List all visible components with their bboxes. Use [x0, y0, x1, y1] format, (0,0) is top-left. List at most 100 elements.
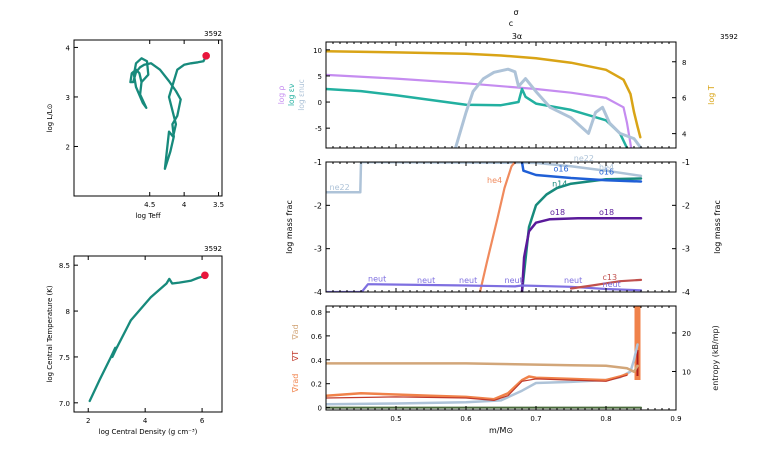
top-plot-area — [326, 50, 643, 148]
top-series-line — [326, 87, 629, 148]
abundance-line — [569, 278, 643, 290]
mid-plot-area — [326, 162, 643, 292]
abundance-line — [326, 162, 643, 194]
hr-current-point — [202, 52, 210, 60]
top-ytick-label-right: 6 — [682, 95, 687, 103]
hr-diagram: 4.5 4 3.5 2 3 4 log Teff log L/L⊙ — [46, 39, 224, 220]
abundance-line — [326, 283, 643, 292]
bot-ytick-label-right: 20 — [682, 330, 691, 338]
top-frame — [325, 41, 677, 149]
abundance-label: o18 — [550, 208, 565, 217]
hr-ytick-label: 4 — [66, 44, 71, 52]
bot-ytick-label: 0.6 — [311, 333, 323, 341]
bot-ytick-label: 0.4 — [311, 357, 323, 365]
bot-plot-area — [326, 306, 642, 409]
top-ytick-label: 0 — [318, 99, 322, 107]
abundance-label: ne22 — [330, 183, 350, 192]
profile-model-number: 3592 — [720, 33, 738, 41]
hr-xtick-label: 4 — [182, 201, 187, 209]
gradient-line — [326, 374, 628, 401]
hr-xlabel: log Teff — [135, 212, 160, 220]
center-frame — [73, 255, 223, 413]
center-plot-area — [88, 274, 207, 403]
bot-xlabel: m/M⊙ — [489, 426, 513, 435]
abundance-label: neut — [505, 276, 523, 285]
abundance-label: neut — [368, 275, 386, 284]
bot-xtick-label: 0.8 — [600, 415, 611, 423]
mid-ytick-label-right: -1 — [682, 158, 690, 167]
mid-ylabel-right: log mass frac — [713, 200, 722, 254]
abundance-label: n14 — [552, 180, 567, 189]
center-ytick-label: 8 — [66, 308, 70, 316]
gradients-panel: 0.5 0.6 0.7 0.8 0.9 0 0.2 0.4 0.6 0.8 10 20 m/M⊙ ∇ad ∇… — [291, 305, 720, 435]
gradient-line — [326, 343, 639, 406]
bot-xtick-label: 0.7 — [530, 415, 541, 423]
abundance-label: neut — [564, 276, 582, 285]
mid-ytick-label: -4 — [314, 288, 322, 297]
center-ytick-label: 7.5 — [59, 354, 70, 362]
abundance-line — [478, 162, 517, 292]
abundance-line — [520, 217, 643, 292]
center-ytick-label: 8.5 — [59, 262, 70, 270]
abundance-label: o16 — [599, 168, 614, 177]
top-right-label: log T — [707, 85, 716, 105]
mid-ytick-label-right: -3 — [682, 245, 690, 254]
hr-model-number: 3592 — [204, 30, 222, 38]
bot-left-label: ∇T — [291, 351, 300, 362]
top-marker-3alpha: 3α — [512, 32, 522, 41]
top-left-label: log εnuc — [297, 79, 306, 111]
top-ytick-label-right: 4 — [682, 131, 687, 139]
top-left-label: log εν — [287, 84, 296, 106]
center-model-number: 3592 — [204, 245, 222, 253]
center-xtick-label: 2 — [86, 417, 90, 425]
bot-ytick-label-right: 10 — [682, 368, 691, 376]
hr-ytick-label: 3 — [66, 94, 70, 102]
center-xlabel: log Central Density (g cm⁻³) — [99, 428, 198, 436]
top-ytick-label: -5 — [315, 125, 322, 133]
mid-ytick-label: -1 — [314, 158, 322, 167]
bot-xtick-label: 0.9 — [670, 415, 681, 423]
hr-plot-area — [129, 54, 208, 170]
top-ytick-label: 5 — [318, 73, 322, 81]
bot-ytick-label: 0.2 — [311, 381, 322, 389]
gradient-line — [326, 362, 639, 373]
bot-right-label: entropy (kB/mp) — [711, 325, 720, 390]
bot-xtick-label: 0.5 — [390, 415, 401, 423]
mid-ytick-label-right: -4 — [682, 288, 690, 297]
top-marker-sigma: σ — [513, 8, 518, 17]
top-series-line — [454, 67, 643, 148]
gradient-spike-core — [636, 350, 639, 376]
top-series-line — [326, 50, 642, 139]
bot-left-label: ∇rad — [291, 374, 300, 394]
abundance-label: o16 — [554, 165, 569, 174]
top-ytick-label: 10 — [313, 47, 322, 55]
gradient-spike — [634, 306, 641, 380]
hr-ytick-label: 2 — [66, 143, 70, 151]
central-conditions-plot: 2 4 6 7.0 7.5 8 8.5 log Central Density (g cm⁻³… — [46, 255, 223, 436]
abundance-label: o18 — [599, 208, 614, 217]
abundance-label: he4 — [487, 176, 502, 185]
abundance-label: c13 — [603, 273, 618, 282]
bot-ytick-label: 0 — [318, 405, 322, 413]
hr-track-line — [129, 54, 208, 170]
abundance-label: he4 — [599, 163, 614, 172]
abundance-label: ne22 — [574, 154, 594, 163]
mid-ytick-label: -2 — [314, 201, 322, 210]
bot-left-label: ∇ad — [291, 324, 300, 340]
hr-ylabel: log L/L⊙ — [46, 104, 54, 133]
center-ytick-label: 7.0 — [59, 400, 70, 408]
abundance-line — [520, 162, 643, 183]
top-ytick-label-right: 8 — [682, 59, 686, 67]
bot-ytick-label: 0.8 — [311, 309, 322, 317]
profile-top-panel: -5 0 5 10 4 6 8 log ρ log εν log εnuc log T — [277, 41, 716, 149]
abundance-label: neut — [603, 280, 621, 289]
hr-frame — [73, 39, 223, 197]
mid-ytick-label: -3 — [314, 245, 322, 254]
center-xtick-label: 6 — [200, 417, 205, 425]
center-current-point — [201, 271, 209, 280]
abundance-label: neut — [459, 276, 477, 285]
hr-xtick-label: 3.5 — [213, 201, 224, 209]
top-marker-c: c — [509, 19, 513, 28]
